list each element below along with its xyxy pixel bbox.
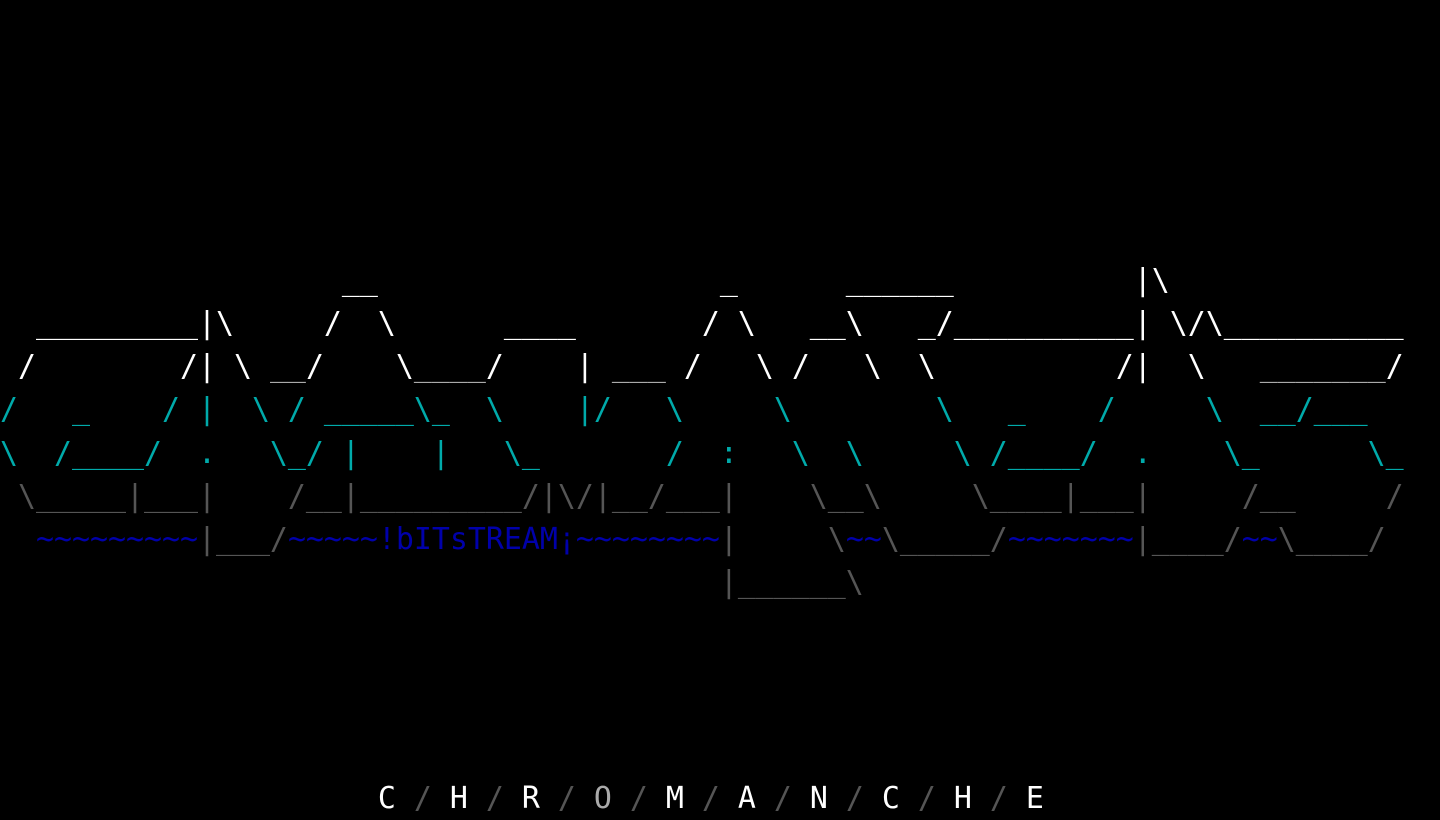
ansi-art-segment: ~~ bbox=[845, 521, 882, 557]
ansi-art-segment: __ bbox=[269, 349, 306, 385]
ansi-art-segment: \ /____/ . \_/ | | \_ / : \ \ \ /____/ .… bbox=[0, 435, 1404, 471]
ansi-art-line: __ _ ______ |\ bbox=[0, 259, 1170, 302]
ansi-art-segment: / bbox=[755, 780, 810, 816]
ansi-art-segment: ~~ bbox=[1241, 521, 1278, 557]
ansi-art-segment: ~~~~~ bbox=[287, 521, 378, 557]
ansi-art-line: _________|\ / \ ____ / \ __\ _/_________… bbox=[0, 302, 1404, 345]
ansi-art-segment: _______ bbox=[1259, 349, 1386, 385]
ansi-art-segment: __ _ ______ |\ bbox=[0, 262, 1170, 298]
ansi-art-segment: / bbox=[467, 780, 522, 816]
ansi-art-segment: ____ bbox=[413, 349, 486, 385]
ansi-art-segment: / bbox=[611, 780, 666, 816]
ansi-art-segment: ~~~~~~~~~ bbox=[0, 521, 198, 557]
ansi-art-segment: | \ bbox=[719, 521, 846, 557]
ansi-art-segment: ~~~~~~~~ bbox=[575, 521, 720, 557]
ansi-art-segment: |____/ bbox=[1133, 521, 1242, 557]
ansi-art-segment: \_____|___| /__|_________/|\/|__/___| \_… bbox=[0, 478, 1404, 514]
ansi-art-segment: \____/ bbox=[1277, 521, 1386, 557]
ansi-art-segment: |______\ bbox=[0, 565, 864, 601]
ansi-art-segment: / bbox=[395, 780, 450, 816]
ansi-art-line: |______\ bbox=[0, 561, 864, 604]
ansi-art-segment: R bbox=[521, 780, 540, 816]
group-name-line: C / H / R / O / M / A / N / C / H / E bbox=[0, 777, 1044, 820]
bitstream-tag: !bITsTREAM¡ bbox=[377, 521, 576, 557]
ansi-art-segment: O bbox=[593, 780, 612, 816]
ansi-art-segment: / bbox=[971, 780, 1026, 816]
ansi-art-segment: ___ bbox=[611, 349, 666, 385]
ansi-art-segment: ~~~~~~~ bbox=[1007, 521, 1134, 557]
ansi-art-segment: / _ / | \ / _____\_ \ |/ \ \ \ _ / \ __/… bbox=[0, 392, 1368, 428]
ansi-art-line: / _ / | \ / _____\_ \ |/ \ \ \ _ / \ __/… bbox=[0, 388, 1368, 431]
ansi-art-segment: / bbox=[827, 780, 882, 816]
ansi-art-segment: C bbox=[0, 780, 396, 816]
ansi-art-segment: / bbox=[899, 780, 954, 816]
ansi-art-segment: \_____/ bbox=[881, 521, 1008, 557]
ansi-art-segment: / bbox=[683, 780, 738, 816]
ansi-art-line: \_____|___| /__|_________/|\/|__/___| \_… bbox=[0, 475, 1404, 518]
ansi-art-segment: A bbox=[737, 780, 756, 816]
ansi-art-segment: N bbox=[809, 780, 828, 816]
ansi-art-segment: / bbox=[1385, 349, 1404, 385]
ansi-art-segment: _________|\ / \ ____ / \ __\ _/_________… bbox=[0, 306, 1404, 342]
ansi-art-segment: H bbox=[953, 780, 972, 816]
ansi-art-segment: |___/ bbox=[197, 521, 288, 557]
ansi-art-segment: / bbox=[539, 780, 594, 816]
ansi-art-segment: / /| \ bbox=[0, 349, 270, 385]
ansi-art-segment: / | bbox=[485, 349, 612, 385]
ansi-art-line: / /| \ __/ \____/ | ___ / \ / \ \ /| \ _… bbox=[0, 345, 1404, 388]
ansi-art-line: ~~~~~~~~~|___/~~~~~!bITsTREAM¡~~~~~~~~| … bbox=[0, 518, 1386, 561]
ansi-art-segment: C bbox=[881, 780, 900, 816]
ansi-art-segment: M bbox=[665, 780, 684, 816]
ansi-art-segment: H bbox=[449, 780, 468, 816]
ansi-art-line: \ /____/ . \_/ | | \_ / : \ \ \ /____/ .… bbox=[0, 432, 1404, 475]
ansi-art-segment: / \ / \ \ /| \ bbox=[665, 349, 1260, 385]
ansi-art-segment: E bbox=[1025, 780, 1044, 816]
ansi-art-segment: / \ bbox=[305, 349, 414, 385]
